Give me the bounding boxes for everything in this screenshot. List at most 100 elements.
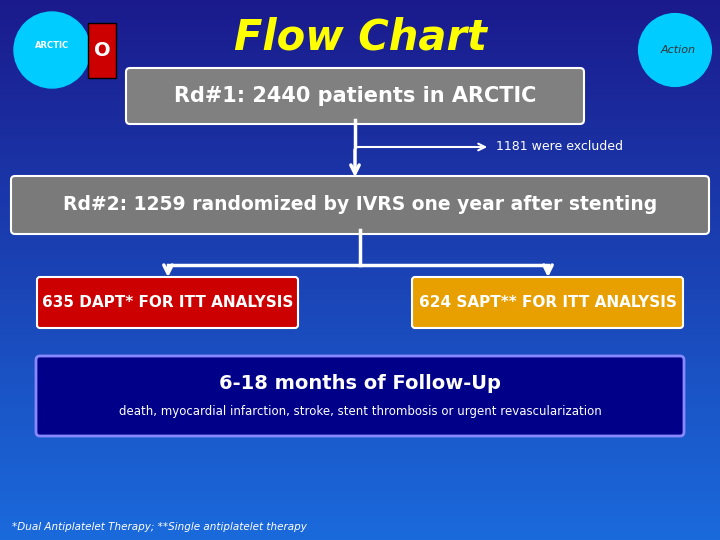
Bar (0, 147, 720, 150)
Bar (0, 100, 720, 103)
Bar (0, 450, 720, 454)
Bar (0, 373, 720, 375)
Bar (0, 138, 720, 141)
Bar (0, 444, 720, 447)
Bar (0, 357, 720, 361)
Bar (0, 58, 720, 61)
Bar (0, 362, 720, 365)
Bar (0, 33, 720, 36)
Bar (0, 193, 720, 196)
Bar (0, 418, 720, 422)
Bar (0, 113, 720, 116)
Bar (0, 43, 720, 46)
Bar (0, 309, 720, 312)
Bar (0, 145, 720, 147)
Bar (0, 429, 720, 433)
Bar (0, 119, 720, 123)
Bar (0, 148, 720, 152)
Bar (0, 191, 720, 194)
Bar (0, 355, 720, 359)
Text: O: O (94, 40, 110, 59)
Bar (0, 301, 720, 303)
Bar (0, 436, 720, 438)
Bar (0, 77, 720, 80)
Bar (0, 474, 720, 477)
Bar (0, 524, 720, 528)
Bar (0, 90, 720, 93)
Bar (0, 64, 720, 68)
Bar (0, 368, 720, 372)
FancyBboxPatch shape (412, 277, 683, 328)
Bar (0, 505, 720, 508)
Bar (0, 492, 720, 496)
Bar (0, 265, 720, 268)
Bar (0, 52, 720, 55)
Bar (0, 328, 720, 331)
Bar (0, 488, 720, 491)
Bar (0, 48, 720, 51)
Bar (0, 132, 720, 135)
Bar (0, 24, 720, 28)
Bar (0, 106, 720, 110)
Bar (0, 204, 720, 207)
Bar (0, 18, 720, 21)
Bar (0, 81, 720, 84)
Bar (0, 92, 720, 95)
Bar (0, 104, 720, 107)
Text: Action: Action (660, 45, 696, 55)
Bar (0, 278, 720, 281)
Bar (0, 486, 720, 489)
FancyBboxPatch shape (126, 68, 584, 124)
Bar (0, 12, 720, 15)
Bar (0, 275, 720, 279)
Bar (0, 83, 720, 86)
Bar (0, 54, 720, 57)
Bar (0, 503, 720, 507)
Bar (0, 495, 720, 498)
Bar (0, 303, 720, 306)
Bar (0, 537, 720, 540)
Bar (0, 271, 720, 274)
Bar (0, 174, 720, 177)
Bar (0, 364, 720, 367)
Bar (0, 37, 720, 40)
Bar (0, 151, 720, 154)
Bar (0, 282, 720, 285)
Bar (0, 50, 720, 53)
Bar (0, 157, 720, 160)
Bar (0, 453, 720, 456)
Bar (0, 413, 720, 416)
Bar (0, 143, 720, 146)
Bar (0, 262, 720, 266)
Bar (0, 313, 720, 316)
Bar (0, 307, 720, 310)
Bar (0, 318, 720, 321)
Bar (0, 440, 720, 443)
Bar (0, 103, 720, 105)
Bar (0, 26, 720, 30)
Bar (0, 168, 720, 171)
Bar (0, 134, 720, 137)
Bar (0, 20, 720, 23)
Bar (0, 136, 720, 139)
Bar (0, 155, 720, 158)
Bar (0, 218, 720, 221)
Bar (0, 404, 720, 407)
Bar (0, 509, 720, 512)
Bar (0, 446, 720, 449)
Bar (0, 261, 720, 264)
Bar (0, 336, 720, 340)
Bar (0, 117, 720, 120)
Bar (0, 94, 720, 97)
Bar (0, 324, 720, 327)
Bar (0, 516, 720, 519)
Bar (0, 75, 720, 78)
Bar (0, 45, 720, 49)
Bar (0, 122, 720, 124)
Bar (0, 22, 720, 25)
Bar (0, 199, 720, 202)
Text: 6-18 months of Follow-Up: 6-18 months of Follow-Up (219, 374, 501, 393)
Bar (0, 239, 720, 242)
Bar (0, 208, 720, 211)
Bar (0, 526, 720, 529)
